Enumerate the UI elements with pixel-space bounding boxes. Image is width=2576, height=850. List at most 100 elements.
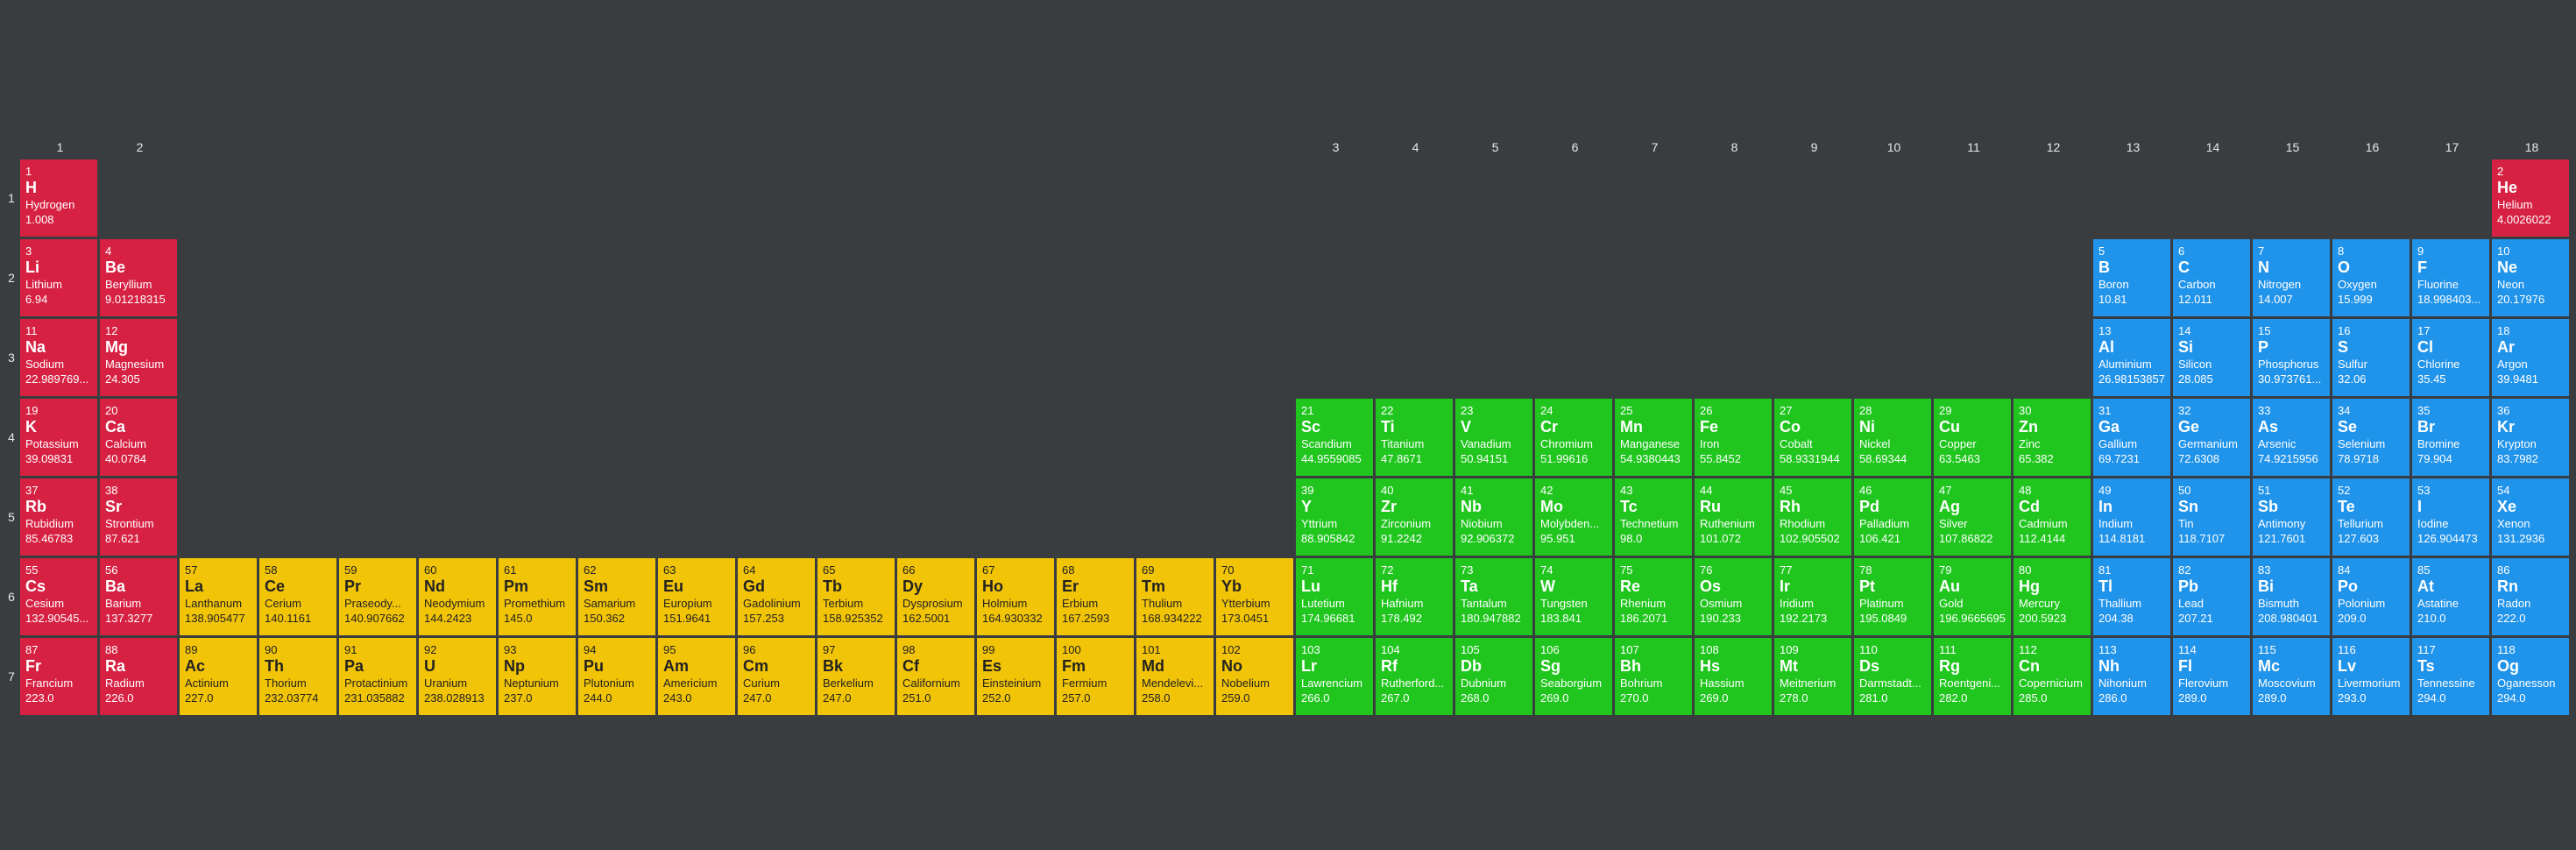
element-cell-n[interactable]: 7 N Nitrogen 14.007 <box>2253 239 2330 316</box>
element-cell-no[interactable]: 102 No Nobelium 259.0 <box>1216 638 1293 715</box>
element-cell-hg[interactable]: 80 Hg Mercury 200.5923 <box>2013 558 2091 635</box>
element-cell-th[interactable]: 90 Th Thorium 232.03774 <box>259 638 336 715</box>
element-cell-ta[interactable]: 73 Ta Tantalum 180.947882 <box>1455 558 1532 635</box>
element-cell-ir[interactable]: 77 Ir Iridium 192.2173 <box>1774 558 1851 635</box>
element-cell-fm[interactable]: 100 Fm Fermium 257.0 <box>1057 638 1134 715</box>
element-cell-cf[interactable]: 98 Cf Californium 251.0 <box>897 638 974 715</box>
element-cell-o[interactable]: 8 O Oxygen 15.999 <box>2332 239 2410 316</box>
element-cell-sn[interactable]: 50 Sn Tin 118.7107 <box>2173 478 2250 556</box>
element-cell-zr[interactable]: 40 Zr Zirconium 91.2242 <box>1376 478 1453 556</box>
element-cell-la[interactable]: 57 La Lanthanum 138.905477 <box>180 558 257 635</box>
element-cell-po[interactable]: 84 Po Polonium 209.0 <box>2332 558 2410 635</box>
element-cell-am[interactable]: 95 Am Americium 243.0 <box>658 638 735 715</box>
element-cell-br[interactable]: 35 Br Bromine 79.904 <box>2412 399 2489 476</box>
element-cell-sr[interactable]: 38 Sr Strontium 87.621 <box>100 478 177 556</box>
element-cell-pt[interactable]: 78 Pt Platinum 195.0849 <box>1854 558 1931 635</box>
element-cell-al[interactable]: 13 Al Aluminium 26.98153857 <box>2093 319 2170 396</box>
element-cell-zn[interactable]: 30 Zn Zinc 65.382 <box>2013 399 2091 476</box>
element-cell-ca[interactable]: 20 Ca Calcium 40.0784 <box>100 399 177 476</box>
element-cell-ar[interactable]: 18 Ar Argon 39.9481 <box>2492 319 2569 396</box>
element-cell-f[interactable]: 9 F Fluorine 18.998403... <box>2412 239 2489 316</box>
element-cell-i[interactable]: 53 I Iodine 126.904473 <box>2412 478 2489 556</box>
element-cell-og[interactable]: 118 Og Oganesson 294.0 <box>2492 638 2569 715</box>
element-cell-yb[interactable]: 70 Yb Ytterbium 173.0451 <box>1216 558 1293 635</box>
element-cell-na[interactable]: 11 Na Sodium 22.989769... <box>20 319 97 396</box>
element-cell-lr[interactable]: 103 Lr Lawrencium 266.0 <box>1296 638 1373 715</box>
element-cell-cu[interactable]: 29 Cu Copper 63.5463 <box>1934 399 2011 476</box>
element-cell-cr[interactable]: 24 Cr Chromium 51.99616 <box>1535 399 1612 476</box>
element-cell-fr[interactable]: 87 Fr Francium 223.0 <box>20 638 97 715</box>
element-cell-gd[interactable]: 64 Gd Gadolinium 157.253 <box>738 558 815 635</box>
element-cell-ce[interactable]: 58 Ce Cerium 140.1161 <box>259 558 336 635</box>
element-cell-dy[interactable]: 66 Dy Dysprosium 162.5001 <box>897 558 974 635</box>
element-cell-mc[interactable]: 115 Mc Moscovium 289.0 <box>2253 638 2330 715</box>
element-cell-u[interactable]: 92 U Uranium 238.028913 <box>419 638 496 715</box>
element-cell-lv[interactable]: 116 Lv Livermorium 293.0 <box>2332 638 2410 715</box>
element-cell-pu[interactable]: 94 Pu Plutonium 244.0 <box>578 638 655 715</box>
element-cell-nh[interactable]: 113 Nh Nihonium 286.0 <box>2093 638 2170 715</box>
element-cell-ts[interactable]: 117 Ts Tennessine 294.0 <box>2412 638 2489 715</box>
element-cell-ne[interactable]: 10 Ne Neon 20.17976 <box>2492 239 2569 316</box>
element-cell-sb[interactable]: 51 Sb Antimony 121.7601 <box>2253 478 2330 556</box>
element-cell-os[interactable]: 76 Os Osmium 190.233 <box>1695 558 1772 635</box>
element-cell-rh[interactable]: 45 Rh Rhodium 102.905502 <box>1774 478 1851 556</box>
element-cell-as[interactable]: 33 As Arsenic 74.9215956 <box>2253 399 2330 476</box>
element-cell-md[interactable]: 101 Md Mendelevi... 258.0 <box>1136 638 1214 715</box>
element-cell-mn[interactable]: 25 Mn Manganese 54.9380443 <box>1615 399 1692 476</box>
element-cell-mt[interactable]: 109 Mt Meitnerium 278.0 <box>1774 638 1851 715</box>
element-cell-si[interactable]: 14 Si Silicon 28.085 <box>2173 319 2250 396</box>
element-cell-ac[interactable]: 89 Ac Actinium 227.0 <box>180 638 257 715</box>
element-cell-pa[interactable]: 91 Pa Protactinium 231.035882 <box>339 638 416 715</box>
element-cell-pr[interactable]: 59 Pr Praseody... 140.907662 <box>339 558 416 635</box>
element-cell-cd[interactable]: 48 Cd Cadmium 112.4144 <box>2013 478 2091 556</box>
element-cell-sc[interactable]: 21 Sc Scandium 44.9559085 <box>1296 399 1373 476</box>
element-cell-nd[interactable]: 60 Nd Neodymium 144.2423 <box>419 558 496 635</box>
element-cell-sm[interactable]: 62 Sm Samarium 150.362 <box>578 558 655 635</box>
element-cell-he[interactable]: 2 He Helium 4.0026022 <box>2492 159 2569 237</box>
element-cell-bh[interactable]: 107 Bh Bohrium 270.0 <box>1615 638 1692 715</box>
element-cell-rn[interactable]: 86 Rn Radon 222.0 <box>2492 558 2569 635</box>
element-cell-y[interactable]: 39 Y Yttrium 88.905842 <box>1296 478 1373 556</box>
element-cell-ra[interactable]: 88 Ra Radium 226.0 <box>100 638 177 715</box>
element-cell-kr[interactable]: 36 Kr Krypton 83.7982 <box>2492 399 2569 476</box>
element-cell-p[interactable]: 15 P Phosphorus 30.973761... <box>2253 319 2330 396</box>
element-cell-np[interactable]: 93 Np Neptunium 237.0 <box>499 638 576 715</box>
element-cell-tb[interactable]: 65 Tb Terbium 158.925352 <box>817 558 895 635</box>
element-cell-er[interactable]: 68 Er Erbium 167.2593 <box>1057 558 1134 635</box>
element-cell-ni[interactable]: 28 Ni Nickel 58.69344 <box>1854 399 1931 476</box>
element-cell-k[interactable]: 19 K Potassium 39.09831 <box>20 399 97 476</box>
element-cell-ba[interactable]: 56 Ba Barium 137.3277 <box>100 558 177 635</box>
element-cell-ru[interactable]: 44 Ru Ruthenium 101.072 <box>1695 478 1772 556</box>
element-cell-rf[interactable]: 104 Rf Rutherford... 267.0 <box>1376 638 1453 715</box>
element-cell-v[interactable]: 23 V Vanadium 50.94151 <box>1455 399 1532 476</box>
element-cell-cn[interactable]: 112 Cn Copernicium 285.0 <box>2013 638 2091 715</box>
element-cell-cs[interactable]: 55 Cs Cesium 132.90545... <box>20 558 97 635</box>
element-cell-eu[interactable]: 63 Eu Europium 151.9641 <box>658 558 735 635</box>
element-cell-pb[interactable]: 82 Pb Lead 207.21 <box>2173 558 2250 635</box>
element-cell-w[interactable]: 74 W Tungsten 183.841 <box>1535 558 1612 635</box>
element-cell-xe[interactable]: 54 Xe Xenon 131.2936 <box>2492 478 2569 556</box>
element-cell-nb[interactable]: 41 Nb Niobium 92.906372 <box>1455 478 1532 556</box>
element-cell-co[interactable]: 27 Co Cobalt 58.9331944 <box>1774 399 1851 476</box>
element-cell-pd[interactable]: 46 Pd Palladium 106.421 <box>1854 478 1931 556</box>
element-cell-ti[interactable]: 22 Ti Titanium 47.8671 <box>1376 399 1453 476</box>
element-cell-lu[interactable]: 71 Lu Lutetium 174.96681 <box>1296 558 1373 635</box>
element-cell-mo[interactable]: 42 Mo Molybden... 95.951 <box>1535 478 1612 556</box>
element-cell-sg[interactable]: 106 Sg Seaborgium 269.0 <box>1535 638 1612 715</box>
element-cell-cl[interactable]: 17 Cl Chlorine 35.45 <box>2412 319 2489 396</box>
element-cell-b[interactable]: 5 B Boron 10.81 <box>2093 239 2170 316</box>
element-cell-h[interactable]: 1 H Hydrogen 1.008 <box>20 159 97 237</box>
element-cell-at[interactable]: 85 At Astatine 210.0 <box>2412 558 2489 635</box>
element-cell-tl[interactable]: 81 Tl Thallium 204.38 <box>2093 558 2170 635</box>
element-cell-rg[interactable]: 111 Rg Roentgeni... 282.0 <box>1934 638 2011 715</box>
element-cell-c[interactable]: 6 C Carbon 12.011 <box>2173 239 2250 316</box>
element-cell-s[interactable]: 16 S Sulfur 32.06 <box>2332 319 2410 396</box>
element-cell-se[interactable]: 34 Se Selenium 78.9718 <box>2332 399 2410 476</box>
element-cell-db[interactable]: 105 Db Dubnium 268.0 <box>1455 638 1532 715</box>
element-cell-ge[interactable]: 32 Ge Germanium 72.6308 <box>2173 399 2250 476</box>
element-cell-fe[interactable]: 26 Fe Iron 55.8452 <box>1695 399 1772 476</box>
element-cell-cm[interactable]: 96 Cm Curium 247.0 <box>738 638 815 715</box>
element-cell-bk[interactable]: 97 Bk Berkelium 247.0 <box>817 638 895 715</box>
element-cell-bi[interactable]: 83 Bi Bismuth 208.980401 <box>2253 558 2330 635</box>
element-cell-fl[interactable]: 114 Fl Flerovium 289.0 <box>2173 638 2250 715</box>
